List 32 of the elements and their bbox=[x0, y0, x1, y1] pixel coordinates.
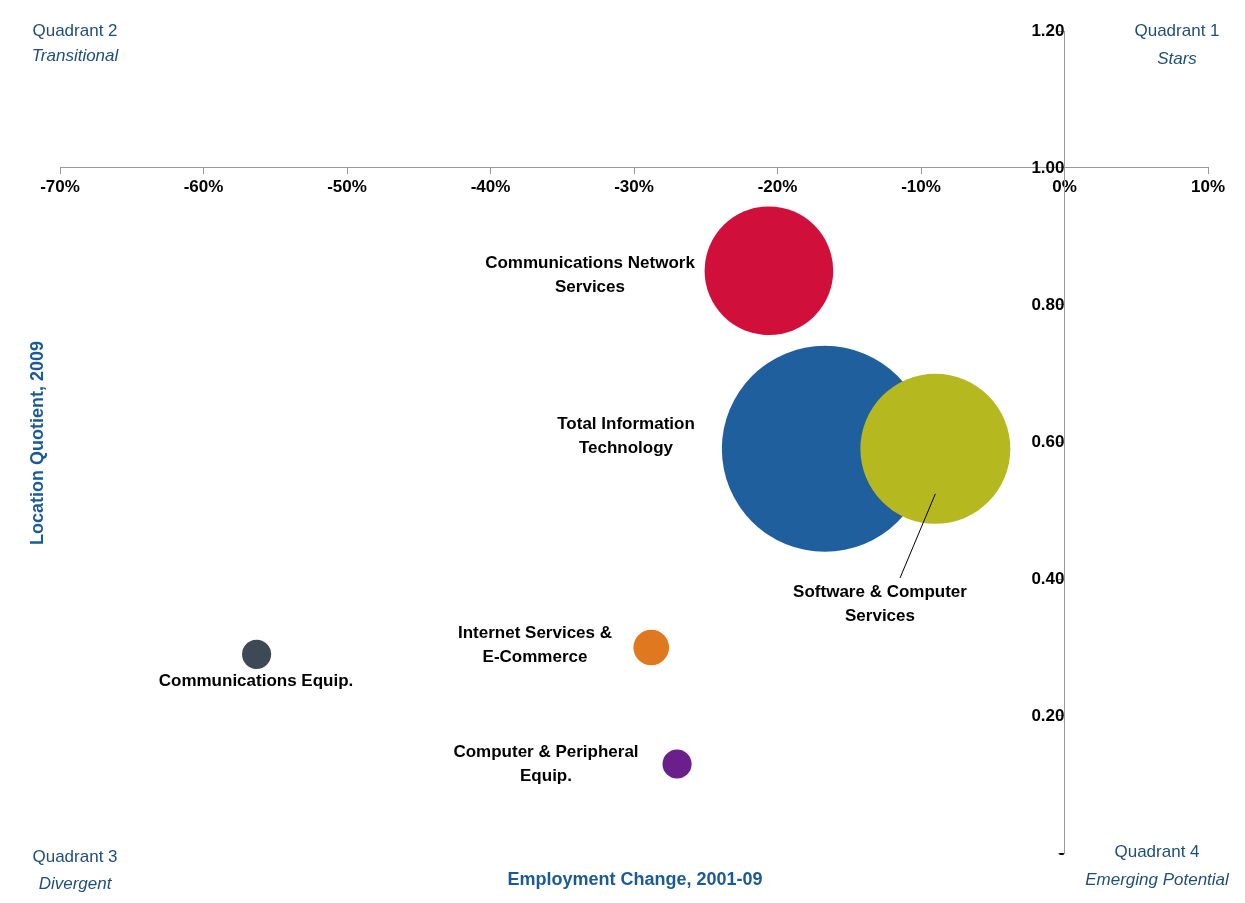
annotation: Transitional bbox=[31, 45, 120, 65]
x-tick-label: -10% bbox=[901, 176, 941, 196]
annotation: Quadrant 3 bbox=[32, 846, 118, 866]
y-tick-label: 0.80 bbox=[1031, 294, 1065, 314]
text: Divergent bbox=[38, 873, 113, 893]
y-tick-label: 0.20 bbox=[1031, 705, 1065, 725]
x-axis-title: Employment Change, 2001-09 bbox=[507, 868, 763, 889]
x-tick-label: -40% bbox=[470, 176, 511, 196]
text: Emerging Potential bbox=[1085, 869, 1231, 889]
x-tick-label: -70% bbox=[40, 176, 80, 196]
x-tick-label: -20% bbox=[757, 176, 798, 196]
annotation: Quadrant 2 bbox=[32, 20, 118, 40]
series-label: Communications Network Services bbox=[485, 252, 696, 296]
y-tick-label: 0.40 bbox=[1031, 568, 1065, 588]
series-label: Internet Services & E-Commerce bbox=[457, 622, 613, 666]
x-tick-label: 10% bbox=[1190, 176, 1226, 196]
x-tick-label: -30% bbox=[614, 176, 654, 196]
x-tick-label: -50% bbox=[327, 176, 367, 196]
y-tick-label: - bbox=[1058, 842, 1065, 862]
y-axis-title: Location Quotient, 2009 bbox=[26, 340, 47, 546]
annotation: Quadrant 4 bbox=[1114, 841, 1200, 861]
series-label: Computer & Peripheral Equip. bbox=[453, 741, 639, 785]
y-tick-label: 1.00 bbox=[1031, 157, 1065, 177]
y-tick-label: 1.20 bbox=[1031, 20, 1065, 40]
annotation: Quadrant 1 bbox=[1134, 20, 1220, 40]
text: Software & Computer Services bbox=[793, 581, 968, 625]
x-tick-label: -60% bbox=[183, 176, 224, 196]
series-label: Total Information Technology bbox=[557, 413, 695, 457]
series-label: Communications Equip. bbox=[158, 670, 354, 690]
y-tick-label: 0.60 bbox=[1031, 431, 1065, 451]
annotation: Stars bbox=[1157, 48, 1198, 68]
x-tick-label: 0% bbox=[1052, 176, 1077, 196]
